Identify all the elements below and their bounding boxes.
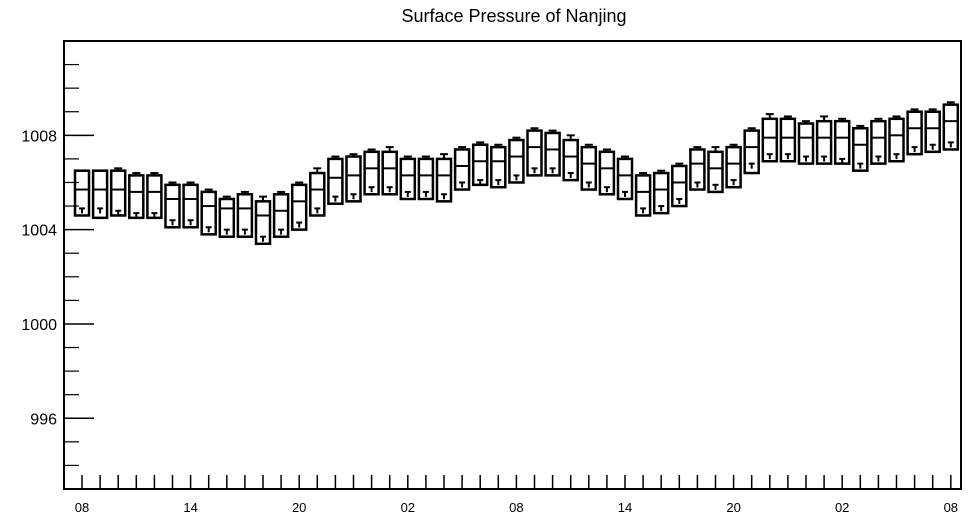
y-tick-label: 996: [30, 411, 57, 428]
y-minor-ticks: [64, 63, 79, 490]
x-tick-label: 20: [726, 500, 740, 515]
plot-frame: [63, 40, 962, 490]
y-tick-label: 1004: [21, 223, 57, 240]
box-series: [73, 101, 960, 246]
box: [128, 174, 145, 220]
box: [109, 169, 127, 217]
x-ticks: [81, 475, 952, 489]
x-tick-label: 14: [183, 500, 197, 515]
x-tick-label: 02: [401, 500, 415, 515]
box: [833, 119, 851, 165]
x-tick-labels: 08 14 20 02 08 14 20 02 08: [75, 500, 958, 515]
box: [146, 174, 163, 220]
box: [471, 143, 489, 187]
x-tick-label: 08: [509, 500, 523, 515]
x-tick-label: 20: [292, 500, 306, 515]
x-tick-label: 08: [944, 500, 958, 515]
x-tick-label: 14: [618, 500, 632, 515]
y-major-ticks: 996 1000 1004 1008: [21, 40, 94, 428]
chart-title: Surface Pressure of Nanjing: [401, 6, 626, 26]
x-tick-label: 08: [75, 500, 89, 515]
x-tick-label: 02: [835, 500, 849, 515]
y-tick-label: 1008: [21, 128, 57, 145]
y-tick-label: 1000: [21, 317, 57, 334]
